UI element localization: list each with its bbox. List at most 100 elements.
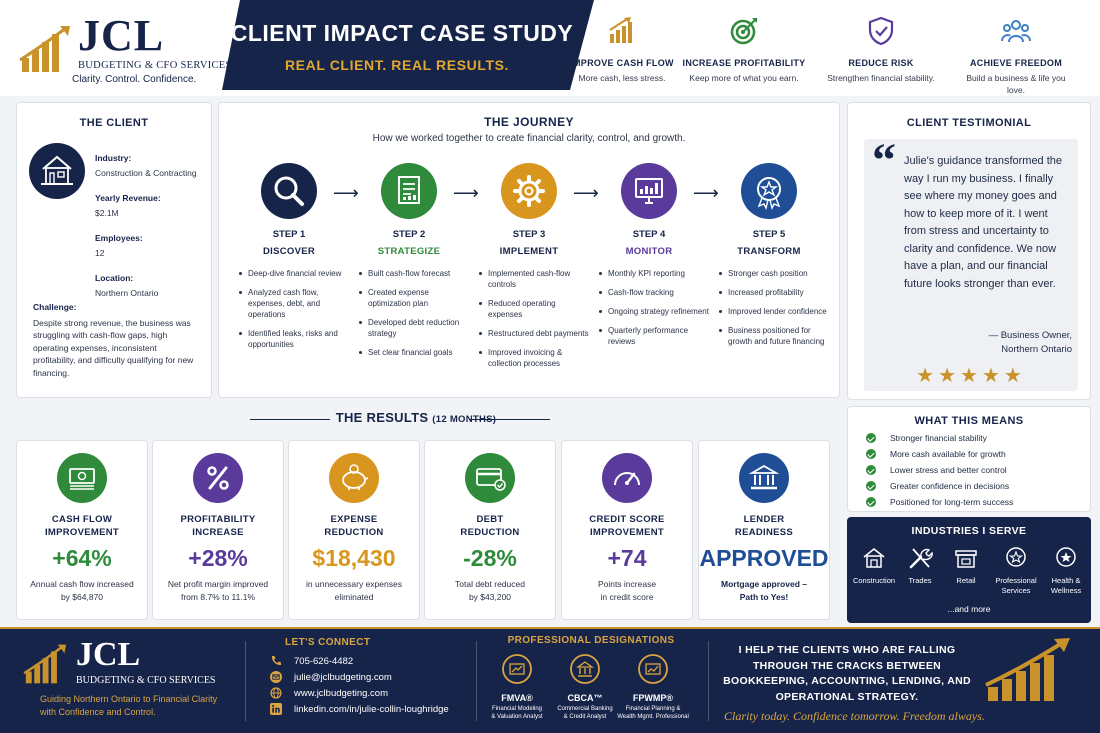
designation-fmva: FMVA® Financial Modeling & Valuation Ana… (472, 653, 562, 721)
metric-label-line: CASH FLOW (51, 514, 113, 525)
contact-text: julie@jclbudgeting.com (294, 671, 392, 683)
metric-desc-line: Total debt reduced (455, 579, 525, 589)
benefit-title: REDUCE RISK (848, 58, 914, 68)
designation-name: CBCA™ (567, 693, 603, 703)
metric-desc: Net profit margin improved from 8.7% to … (153, 578, 283, 604)
metric-icon (193, 453, 243, 503)
metric-icon (465, 453, 515, 503)
metric-lender: LENDER READINESS APPROVED Mortgage appro… (698, 440, 830, 620)
journey-subtitle: How we worked together to create financi… (372, 133, 686, 144)
metric-value: -28% (463, 545, 517, 571)
benefit-desc: Build a business & life you love. (966, 73, 1066, 95)
benefit-desc: Strengthen financial stability. (827, 73, 935, 83)
list-item: Improved invoicing & collection processe… (479, 347, 589, 369)
health-badge-icon (1056, 547, 1076, 567)
metric-icon (329, 453, 379, 503)
bank-icon (748, 464, 780, 490)
metric-credit-score: CREDIT SCORE IMPROVEMENT +74 Points incr… (561, 440, 693, 620)
metric-profitability: PROFITABILITY INCREASE +28% Net profit m… (152, 440, 284, 620)
check-icon (866, 449, 876, 460)
fact-label: Employees: (95, 233, 143, 243)
step-list: Built cash-flow forecast Created expense… (349, 268, 469, 358)
divider (245, 641, 246, 721)
industry-label: Retail (956, 576, 976, 585)
metric-label-line: REDUCTION (460, 527, 520, 538)
quote-text: Julie's guidance transformed the way I r… (904, 155, 1063, 290)
step-icon (381, 163, 437, 219)
designation-desc-line: & Valuation Analyst (491, 714, 543, 720)
results-period: (12 MONTHS) (432, 414, 497, 425)
client-icon (29, 143, 85, 199)
divider (470, 419, 550, 420)
contact-email[interactable]: julie@jclbudgeting.com (270, 671, 470, 683)
divider (476, 641, 477, 721)
credit-card-icon (476, 468, 506, 491)
metric-desc-line: Mortgage approved – (721, 579, 807, 589)
industry-label: Health & Wellness (1050, 576, 1082, 595)
cbca-badge-icon (570, 654, 600, 684)
list-item: Increased profitability (719, 287, 829, 298)
list-item: Lower stress and better control (866, 465, 1013, 476)
metric-desc-line: Net profit margin improved (167, 579, 269, 589)
metric-desc: Total debt reduced by $43,200 (425, 578, 555, 604)
client-heading: THE CLIENT (79, 117, 149, 129)
journey-title: THE JOURNEY (484, 115, 574, 129)
star-badge-icon (757, 177, 781, 211)
step-list: Implemented cash-flow controls Reduced o… (469, 268, 589, 369)
quote-author: — Business Owner, Northern Ontario (904, 329, 1072, 357)
arrow-icon: ⟶ (333, 183, 359, 203)
growth-bars-icon (23, 644, 67, 684)
fact-value: $2.1M (95, 208, 119, 218)
challenge-text: Despite strong revenue, the business was… (33, 317, 194, 378)
metric-cash-flow: CASH FLOW IMPROVEMENT +64% Annual cash f… (16, 440, 148, 620)
step-icon (501, 163, 557, 219)
benefit-freedom: ACHIEVE FREEDOM Build a business & life … (946, 16, 1086, 96)
metric-icon (739, 453, 789, 503)
metric-value: APPROVED (699, 545, 829, 571)
industry-health: Health & Wellness (1043, 545, 1089, 596)
brand-subtitle: BUDGETING & CFO SERVICES (78, 60, 232, 71)
designation-desc-line: Financial Planning & (625, 706, 681, 712)
page-title: CLIENT IMPACT CASE STUDY (230, 20, 574, 46)
client-challenge: Challenge: Despite strong revenue, the b… (33, 301, 201, 379)
footer-pitch: I HELP THE CLIENTS WHO ARE FALLING THROU… (723, 644, 971, 703)
metric-label: CASH FLOW IMPROVEMENT (17, 513, 147, 539)
document-icon (398, 176, 420, 204)
industry-label: Construction (852, 576, 896, 585)
benefit-profitability: INCREASE PROFITABILITY Keep more of what… (674, 16, 814, 84)
metric-desc-line: by $64,870 (60, 592, 104, 602)
challenge-label: Challenge: (33, 302, 77, 312)
benefit-title: INCREASE PROFITABILITY (682, 58, 806, 68)
testimonial-card: CLIENT TESTIMONIAL “ Julie's guidance tr… (847, 102, 1091, 400)
metric-label-line: IMPROVEMENT (44, 527, 120, 538)
check-icon (866, 481, 876, 492)
benefit-cash-flow: IMPROVE CASH FLOW More cash, less stress… (552, 16, 692, 84)
contact-website[interactable]: www.jclbudgeting.com (270, 687, 470, 699)
contact-phone[interactable]: 705-626-4482 (270, 655, 470, 667)
list-item-text: More cash available for growth (890, 449, 1006, 460)
testimonial-heading: CLIENT TESTIMONIAL (906, 117, 1032, 129)
gear-icon (513, 175, 545, 207)
list-item: Built cash-flow forecast (359, 268, 469, 279)
list-item: Developed debt reduction strategy (359, 317, 469, 339)
means-heading: WHAT THIS MEANS (914, 415, 1024, 427)
step-icon (261, 163, 317, 219)
industry-label: Trades (908, 576, 932, 585)
metric-desc-line: eliminated (334, 592, 374, 602)
piggy-bank-icon (342, 464, 369, 490)
metric-label-line: EXPENSE (330, 514, 378, 525)
arrow-icon: ⟶ (453, 183, 479, 203)
page-subtitle: REAL CLIENT. REAL RESULTS. (284, 57, 510, 73)
results-title: THE RESULTS (12 MONTHS) (216, 410, 616, 425)
metric-icon (57, 453, 107, 503)
list-item: Greater confidence in decisions (866, 481, 1013, 492)
contact-linkedin[interactable]: linkedin.com/in/julie-collin-loughridge (270, 703, 470, 715)
brand-logo[interactable]: JCL BUDGETING & CFO SERVICES Clarity. Co… (14, 10, 231, 90)
benefit-title: ACHIEVE FREEDOM (969, 58, 1062, 68)
list-item: Stronger cash position (719, 268, 829, 279)
percent-icon (207, 466, 229, 490)
metric-label-line: REDUCTION (324, 527, 384, 538)
metric-value: +28% (188, 545, 248, 571)
metric-desc-line: Path to Yes! (739, 592, 789, 602)
money-stack-icon (69, 468, 95, 490)
